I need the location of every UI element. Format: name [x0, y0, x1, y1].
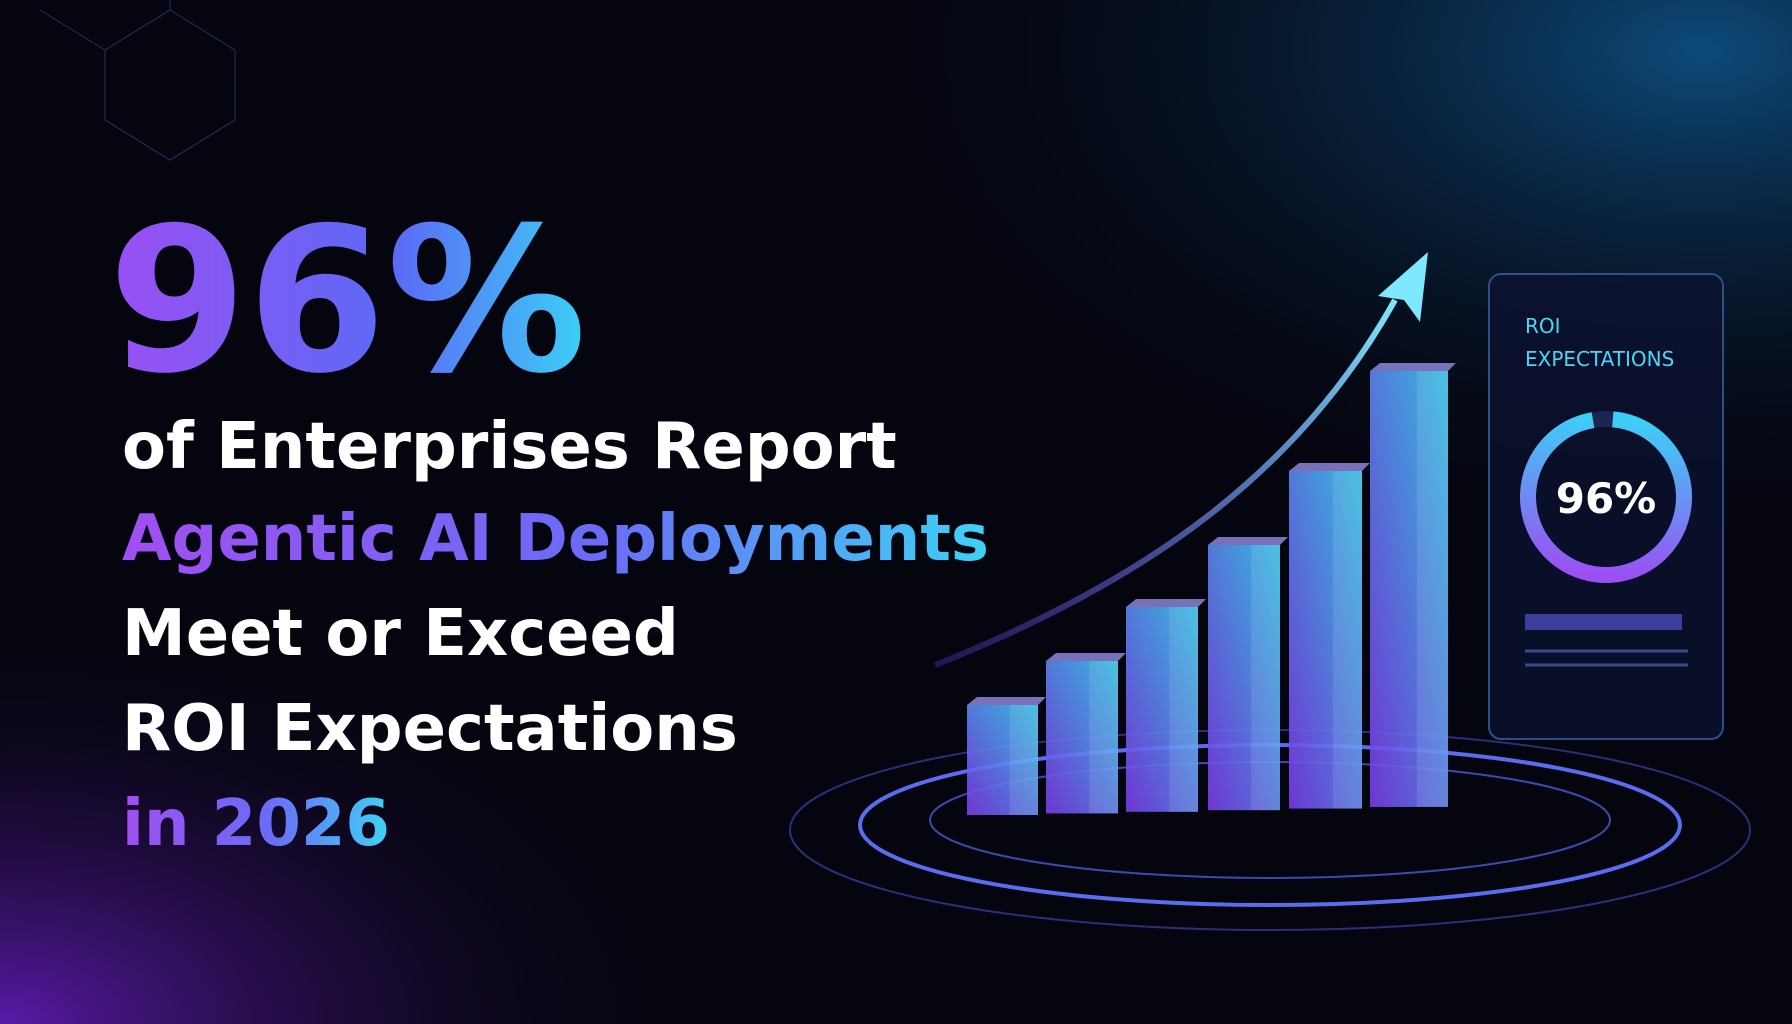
- decorative-bars: [967, 363, 1456, 815]
- headline-line: Agentic AI Deployments: [122, 502, 989, 576]
- roi-card: ROI EXPECTATIONS 96%: [1488, 273, 1724, 740]
- card-bar: [1525, 614, 1682, 630]
- bar-shape: [1126, 599, 1206, 607]
- bar-shape: [1370, 371, 1448, 807]
- hex-decoration: [39, 0, 236, 161]
- headline-line: in 2026: [122, 787, 390, 861]
- bar-shape: [1089, 661, 1118, 814]
- bar-shape: [1208, 545, 1280, 811]
- bar-shape: [1251, 545, 1280, 811]
- arrow-head: [1378, 252, 1428, 322]
- bar-shape: [1289, 471, 1362, 809]
- bar-shape: [1289, 463, 1370, 471]
- headline-stat: 96%: [108, 185, 587, 418]
- headline-line: ROI Expectations: [122, 692, 738, 766]
- bar-shape: [967, 705, 1038, 815]
- bar-shape: [1126, 607, 1198, 812]
- bar-shape: [1169, 607, 1198, 812]
- card-title: ROI: [1525, 314, 1561, 338]
- bar-shape: [1046, 661, 1118, 814]
- headline-line: Meet or Exceed: [122, 597, 679, 671]
- bar-shape: [967, 697, 1046, 705]
- headline-line: of Enterprises Report: [122, 410, 897, 484]
- bar-shape: [1416, 371, 1448, 807]
- trend-arrow: [933, 298, 1398, 668]
- card-title: EXPECTATIONS: [1525, 347, 1674, 371]
- bar-shape: [1208, 537, 1288, 545]
- bar-shape: [1009, 705, 1038, 815]
- card-value: 96%: [1556, 474, 1657, 523]
- bar-shape: [1046, 653, 1126, 661]
- bar-shape: [1370, 363, 1456, 371]
- bar-shape: [1332, 471, 1362, 809]
